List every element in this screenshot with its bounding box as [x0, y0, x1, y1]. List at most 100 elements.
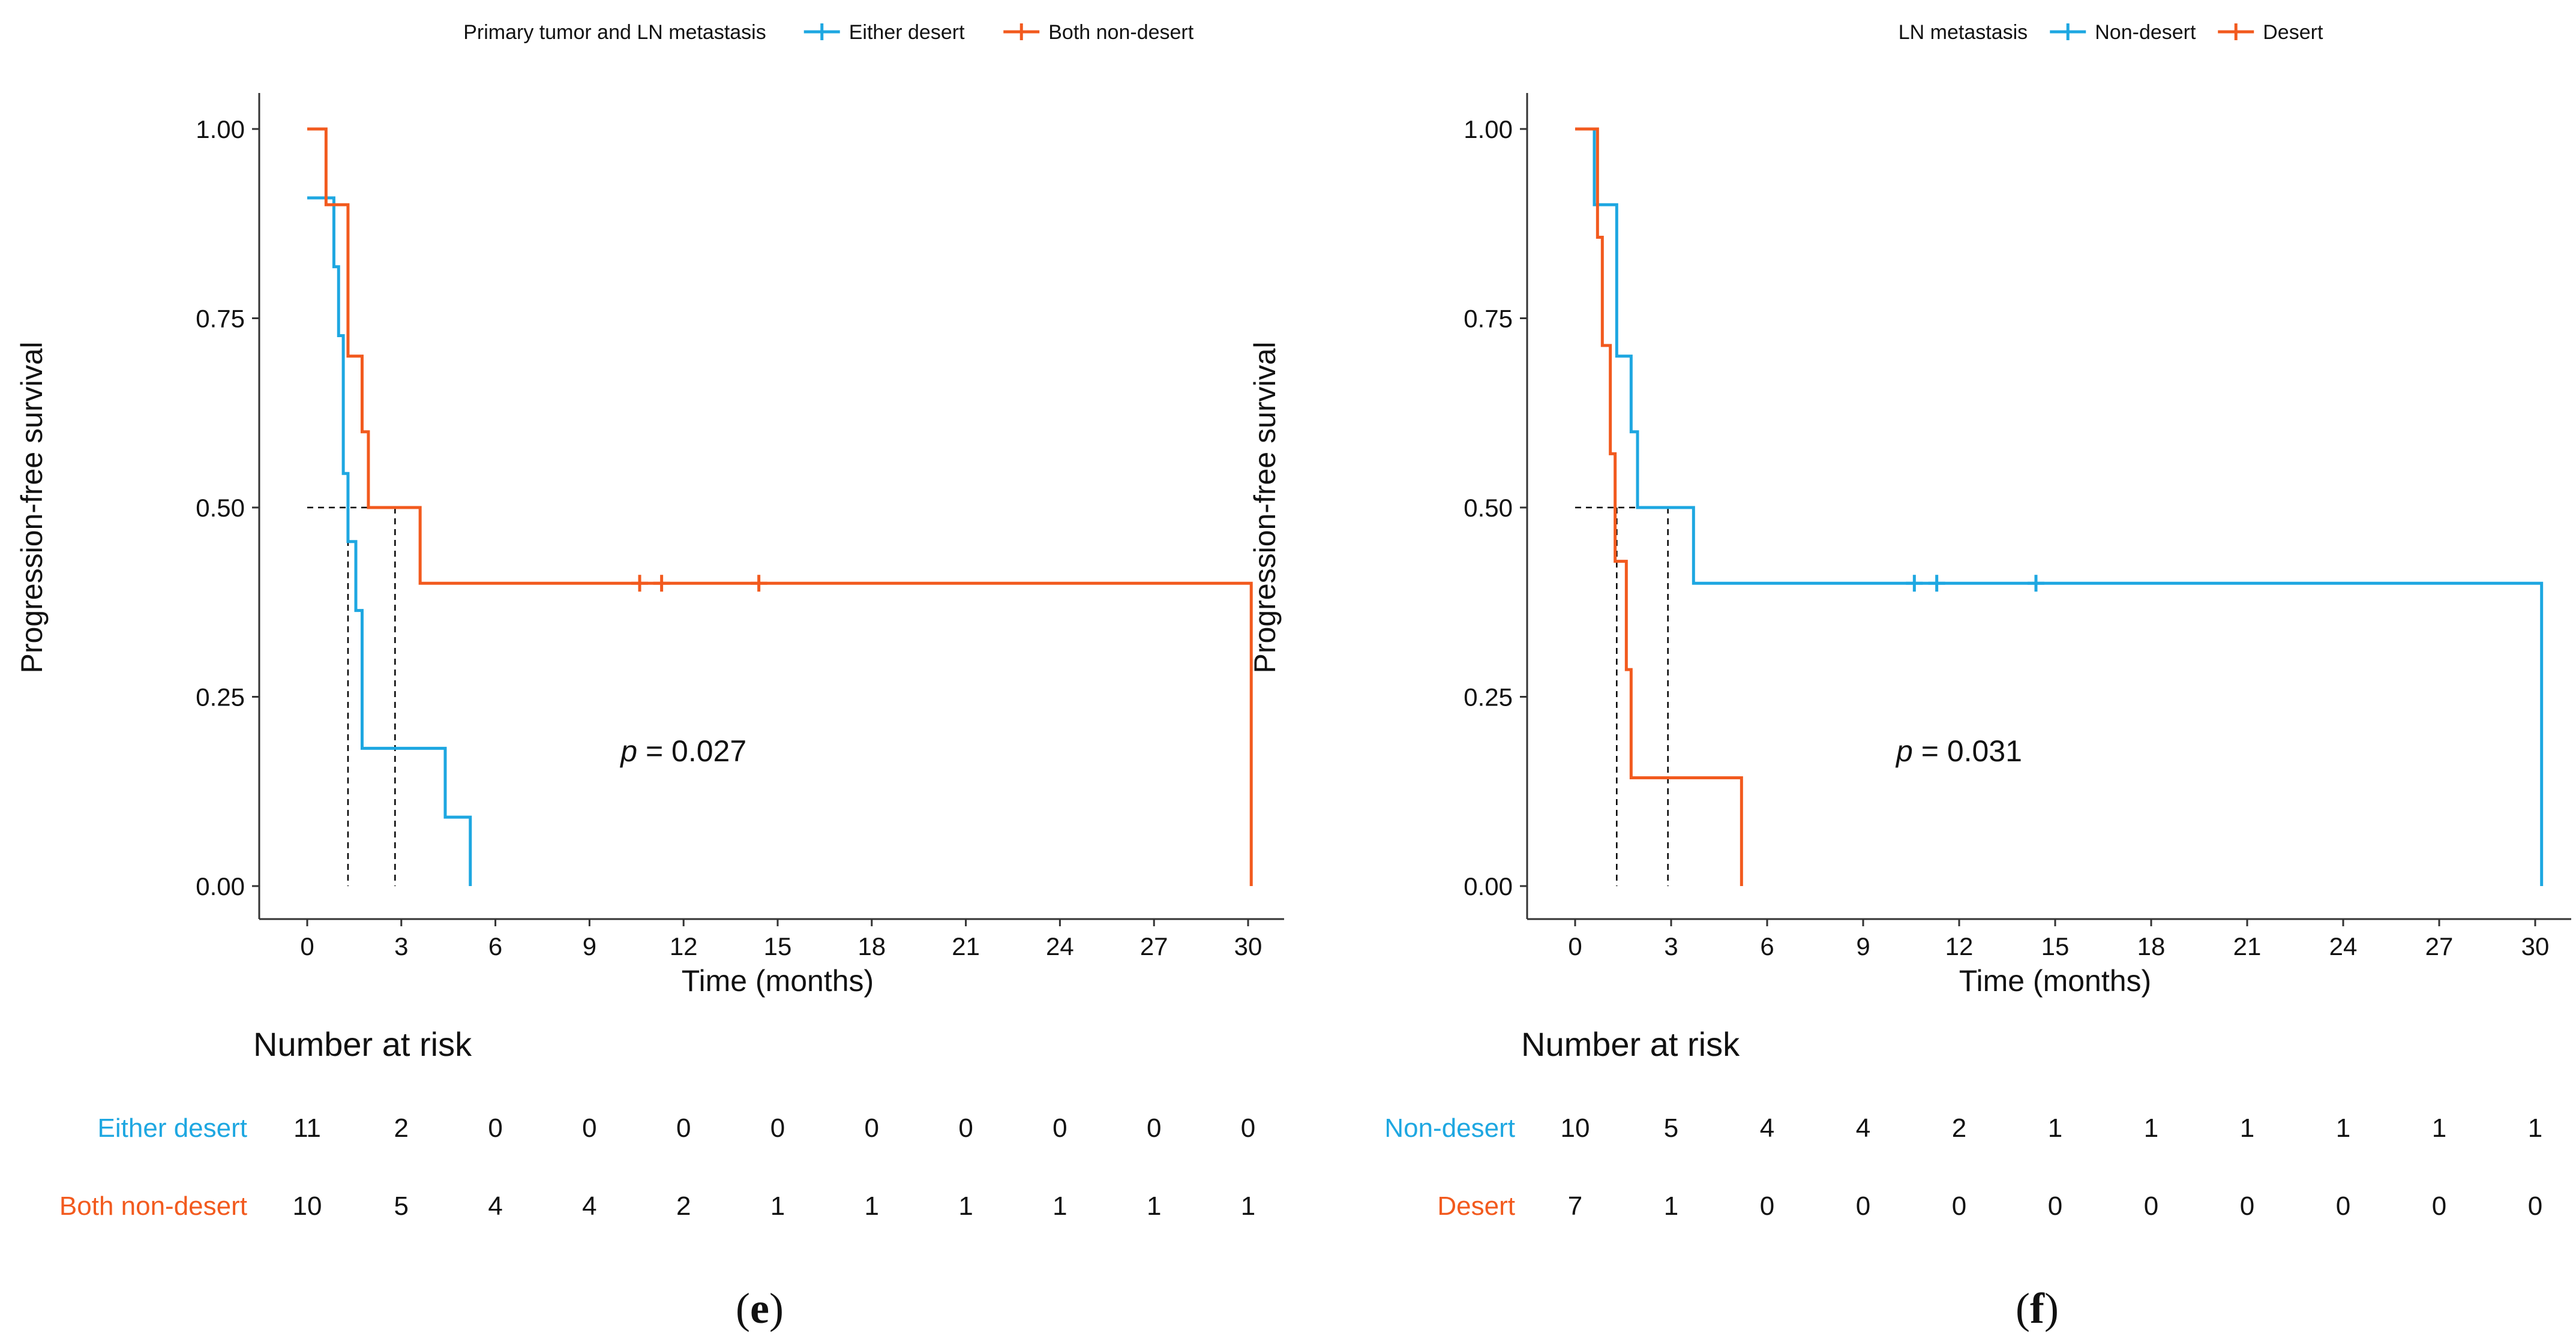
risk-value: 0: [1952, 1191, 1966, 1221]
y-tick-label: 0.25: [1464, 683, 1513, 711]
y-tick-label: 0.75: [196, 305, 245, 333]
x-tick-label: 15: [764, 932, 792, 960]
chart-panel-e: Primary tumor and LN metastasis Either de…: [15, 21, 1284, 1332]
x-tick-label: 3: [1664, 932, 1678, 960]
x-tick-label: 24: [2329, 932, 2358, 960]
y-tick-label: 0.25: [196, 683, 245, 711]
legend-title: LN metastasis: [1899, 21, 2028, 44]
risk-value: 0: [1147, 1113, 1161, 1143]
risk-value: 2: [1952, 1113, 1966, 1143]
x-tick-label: 9: [583, 932, 596, 960]
x-tick-label: 21: [2233, 932, 2262, 960]
risk-value: 0: [488, 1113, 502, 1143]
risk-value: 0: [1052, 1113, 1067, 1143]
x-axis-label: Time (months): [682, 964, 874, 998]
legend: LN metastasis Non-desert Desert: [1899, 21, 2323, 44]
risk-value: 1: [865, 1191, 879, 1221]
survival-curve-both-non-desert: [307, 127, 1253, 886]
x-tick-label: 24: [1046, 932, 1074, 960]
risk-value: 11: [293, 1113, 321, 1143]
risk-value: 2: [676, 1191, 691, 1221]
x-tick-label: 15: [2041, 932, 2070, 960]
y-tick-label: 0.00: [1464, 872, 1513, 900]
p-value-symbol: p: [619, 734, 637, 768]
legend-title: Primary tumor and LN metastasis: [463, 21, 766, 44]
risk-value: 5: [1664, 1113, 1678, 1143]
y-tick-label: 0.75: [1464, 305, 1513, 333]
panel-label: (e): [736, 1284, 784, 1332]
risk-value: 4: [1760, 1113, 1774, 1143]
x-tick-label: 30: [1234, 932, 1262, 960]
legend-label-0: Either desert: [849, 21, 965, 44]
risk-value: 1: [2144, 1113, 2158, 1143]
risk-value: 0: [865, 1113, 879, 1143]
risk-value: 0: [2048, 1191, 2062, 1221]
p-value: p = 0.027: [619, 734, 746, 768]
y-tick-label: 1.00: [196, 115, 245, 143]
risk-value: 0: [1241, 1113, 1255, 1143]
x-tick-label: 3: [394, 932, 408, 960]
x-tick-label: 18: [857, 932, 886, 960]
risk-row-label-1: Desert: [1437, 1191, 1515, 1221]
risk-value: 0: [1760, 1191, 1774, 1221]
risk-value: 1: [1664, 1191, 1678, 1221]
risk-value: 1: [2432, 1113, 2446, 1143]
x-tick-label: 21: [952, 932, 980, 960]
risk-value: 1: [1052, 1191, 1067, 1221]
risk-value: 10: [1561, 1113, 1590, 1143]
legend-label-0: Non-desert: [2095, 21, 2196, 44]
y-tick-label: 0.00: [196, 872, 245, 900]
panel-label-close: ): [2044, 1284, 2059, 1332]
risk-value: 2: [394, 1113, 409, 1143]
x-tick-label: 12: [670, 932, 698, 960]
x-tick-label: 27: [1140, 932, 1168, 960]
risk-value: 0: [2144, 1191, 2158, 1221]
risk-value: 0: [582, 1113, 596, 1143]
y-tick-label: 0.50: [1464, 494, 1513, 522]
survival-curve-desert: [1575, 127, 1743, 886]
y-tick-label: 0.50: [196, 494, 245, 522]
x-tick-label: 6: [1760, 932, 1774, 960]
risk-table-title: Number at risk: [253, 1025, 472, 1063]
risk-value: 1: [2240, 1113, 2254, 1143]
legend-label-1: Both non-desert: [1048, 21, 1193, 44]
risk-value: 1: [1241, 1191, 1255, 1221]
x-tick-label: 0: [1568, 932, 1582, 960]
panel-label-open: (: [736, 1284, 750, 1332]
x-tick-label: 18: [2137, 932, 2166, 960]
risk-value: 0: [2336, 1191, 2350, 1221]
risk-value: 0: [1856, 1191, 1870, 1221]
risk-value: 0: [2432, 1191, 2446, 1221]
risk-value: 4: [1856, 1113, 1870, 1143]
survival-curve-either-desert: [307, 196, 472, 886]
x-axis-label: Time (months): [1959, 964, 2151, 998]
x-tick-label: 0: [300, 932, 314, 960]
chart-panel-f: LN metastasis Non-desert Desert 0.00 0.25 0.5…: [1248, 21, 2571, 1332]
risk-value: 1: [1147, 1191, 1161, 1221]
panel-label: (f): [2016, 1284, 2059, 1332]
risk-value: 1: [2048, 1113, 2062, 1143]
risk-row-label-0: Either desert: [98, 1113, 247, 1143]
risk-value: 1: [2336, 1113, 2350, 1143]
panel-label-close: ): [769, 1284, 784, 1332]
risk-value: 7: [1568, 1191, 1582, 1221]
x-tick-label: 27: [2425, 932, 2454, 960]
risk-value: 0: [2240, 1191, 2254, 1221]
panel-label-open: (: [2016, 1284, 2030, 1332]
x-tick-label: 12: [1945, 932, 1974, 960]
legend: Primary tumor and LN metastasis Either de…: [463, 21, 1193, 44]
risk-value: 0: [770, 1113, 785, 1143]
risk-value: 5: [394, 1191, 409, 1221]
panel-label-letter: f: [2030, 1284, 2045, 1332]
y-tick-label: 1.00: [1464, 115, 1513, 143]
y-axis-label: Progression-free survival: [1248, 342, 1282, 674]
risk-table-title: Number at risk: [1521, 1025, 1740, 1063]
p-value-symbol: p: [1895, 734, 1913, 768]
risk-value: 1: [958, 1191, 973, 1221]
risk-value: 10: [293, 1191, 322, 1221]
risk-value: 1: [2528, 1113, 2542, 1143]
x-tick-label: 6: [488, 932, 502, 960]
x-tick-label: 30: [2521, 932, 2550, 960]
risk-value: 4: [488, 1191, 502, 1221]
